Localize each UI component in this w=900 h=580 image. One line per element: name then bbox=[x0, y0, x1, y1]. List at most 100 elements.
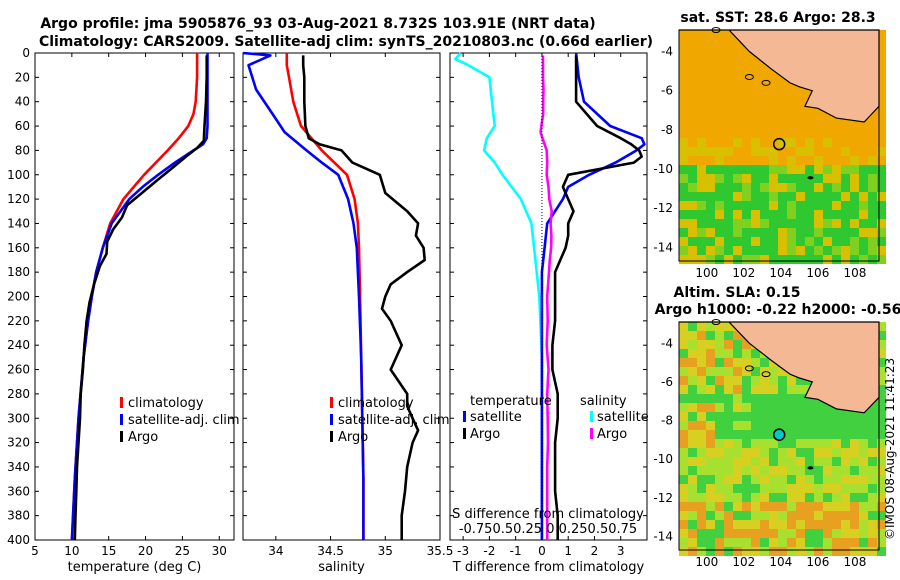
map-cell bbox=[733, 484, 742, 493]
map-cell bbox=[796, 547, 805, 556]
map-cell bbox=[841, 183, 850, 192]
map-cell bbox=[796, 237, 805, 246]
map-cell bbox=[823, 111, 832, 120]
map-cell bbox=[877, 547, 886, 556]
map-cell bbox=[697, 367, 706, 376]
map-cell bbox=[877, 430, 886, 439]
map-cell bbox=[733, 376, 742, 385]
map-cell bbox=[877, 147, 886, 156]
map-cell bbox=[769, 547, 778, 556]
map-cell bbox=[841, 147, 850, 156]
map-cell bbox=[742, 57, 751, 66]
legend-swatch bbox=[590, 428, 593, 439]
map-cell bbox=[823, 484, 832, 493]
map-cell bbox=[697, 484, 706, 493]
map-cell bbox=[733, 201, 742, 210]
y-tick-label: 0 bbox=[22, 46, 30, 60]
map-cell bbox=[805, 493, 814, 502]
map-cell bbox=[769, 237, 778, 246]
map-cell bbox=[679, 237, 688, 246]
map-cell bbox=[697, 430, 706, 439]
map-cell bbox=[679, 120, 688, 129]
map-cell bbox=[688, 331, 697, 340]
map-cell bbox=[850, 228, 859, 237]
map-cell bbox=[724, 412, 733, 421]
map-cell bbox=[877, 376, 886, 385]
map-cell bbox=[679, 349, 688, 358]
map-cell bbox=[841, 228, 850, 237]
map-cell bbox=[868, 255, 877, 264]
map-cell bbox=[742, 511, 751, 520]
map-cell bbox=[769, 219, 778, 228]
map-cell bbox=[688, 376, 697, 385]
map-cell bbox=[814, 228, 823, 237]
map-cell bbox=[715, 349, 724, 358]
map-cell bbox=[832, 421, 841, 430]
map-cell bbox=[850, 192, 859, 201]
map-cell bbox=[724, 493, 733, 502]
map-cell bbox=[706, 457, 715, 466]
map-cell bbox=[751, 475, 760, 484]
map-cell bbox=[697, 358, 706, 367]
map-cell bbox=[724, 502, 733, 511]
map-cell bbox=[832, 439, 841, 448]
map-cell bbox=[868, 147, 877, 156]
map-cell bbox=[769, 84, 778, 93]
map-cell bbox=[715, 511, 724, 520]
map-cell bbox=[769, 165, 778, 174]
map-cell bbox=[715, 156, 724, 165]
map-cell bbox=[760, 201, 769, 210]
map-cell bbox=[859, 147, 868, 156]
map-cell bbox=[814, 484, 823, 493]
map-cell bbox=[769, 502, 778, 511]
map-cell bbox=[697, 421, 706, 430]
map-cell bbox=[778, 219, 787, 228]
map-cell bbox=[688, 322, 697, 331]
map-cell bbox=[751, 511, 760, 520]
map-cell bbox=[751, 538, 760, 547]
map-cell bbox=[859, 439, 868, 448]
map-cell bbox=[733, 493, 742, 502]
map-cell bbox=[697, 183, 706, 192]
map-cell bbox=[814, 192, 823, 201]
map-cell bbox=[679, 376, 688, 385]
map-cell bbox=[877, 174, 886, 183]
map-cell bbox=[706, 120, 715, 129]
map-cell bbox=[823, 538, 832, 547]
series-line-argo bbox=[73, 55, 208, 541]
map-cell bbox=[778, 183, 787, 192]
figure-title-line2: Climatology: CARS2009. Satellite-adj cli… bbox=[39, 34, 653, 50]
map-cell bbox=[877, 237, 886, 246]
argo-position-marker bbox=[772, 137, 786, 151]
map-cell bbox=[778, 520, 787, 529]
map-y-tick-label: -6 bbox=[661, 84, 673, 98]
map-cell bbox=[841, 520, 850, 529]
map-cell bbox=[877, 201, 886, 210]
map-cell bbox=[814, 120, 823, 129]
map-cell bbox=[841, 201, 850, 210]
copyright-stamp: ©IMOS 08-Aug-2021 11:41:23 bbox=[883, 358, 897, 540]
map-cell bbox=[859, 493, 868, 502]
map-cell bbox=[742, 147, 751, 156]
map-cell bbox=[769, 394, 778, 403]
map-cell bbox=[760, 174, 769, 183]
map-cell bbox=[877, 331, 886, 340]
map-cell bbox=[751, 93, 760, 102]
map-cell bbox=[688, 457, 697, 466]
map-cell bbox=[787, 174, 796, 183]
map-cell bbox=[769, 210, 778, 219]
difference-panel: -3 -2 -1 0 1 2 3 T difference from climatology S… bbox=[449, 52, 649, 575]
map-cell bbox=[868, 430, 877, 439]
legend-entry: satellite bbox=[470, 410, 522, 425]
map-cell bbox=[787, 439, 796, 448]
map-cell bbox=[706, 102, 715, 111]
map-cell bbox=[706, 192, 715, 201]
map-cell bbox=[796, 493, 805, 502]
map-cell bbox=[877, 448, 886, 457]
map-cell bbox=[724, 340, 733, 349]
temperature-panel: 5 10 15 20 25 3002040608010012014016018020022… bbox=[7, 46, 240, 575]
map-cell bbox=[760, 192, 769, 201]
map-cell bbox=[841, 475, 850, 484]
map-cell bbox=[724, 322, 733, 331]
map-cell bbox=[751, 403, 760, 412]
